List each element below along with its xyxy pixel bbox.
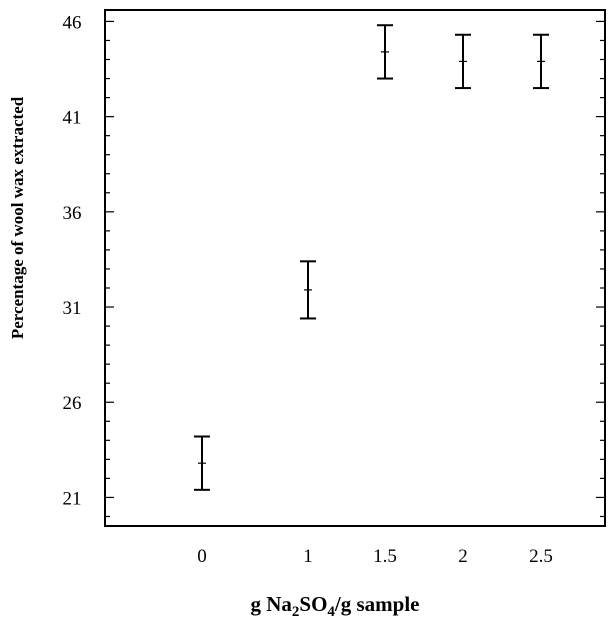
x-axis-title-sub1: 2 [292,604,300,618]
x-axis-title-pre: g Na [250,592,292,616]
y-axis-tick-labels: 21 26 31 36 41 46 [63,12,82,509]
data-points [194,24,549,491]
data-point [300,260,316,320]
data-point [533,33,549,90]
y-tick-label: 41 [63,108,82,129]
x-axis-title-post: /g sample [334,592,420,616]
x-axis-title: g Na2SO4/g sample [250,592,419,618]
x-axis-title-sub2: 4 [327,604,335,618]
x-tick-label: 1 [303,546,313,567]
y-axis-ticks [105,20,605,518]
plot-frame [104,9,606,527]
x-tick-label: 1.5 [373,546,397,567]
y-tick-label: 31 [63,298,82,319]
x-tick-label: 2 [458,546,468,567]
y-tick-label: 46 [63,12,82,33]
x-tick-label: 2.5 [529,546,553,567]
data-point [455,33,471,90]
x-axis-tick-labels: 0 1 1.5 2 2.5 [197,546,553,567]
y-tick-label: 36 [63,203,82,224]
data-point [194,435,210,491]
x-tick-label: 0 [197,546,207,567]
x-axis-title-mid: SO [299,592,327,616]
data-point [377,24,393,80]
y-axis-title: Percentage of wool wax extracted [8,96,27,339]
y-tick-label: 26 [63,393,82,414]
y-tick-label: 21 [63,488,82,509]
